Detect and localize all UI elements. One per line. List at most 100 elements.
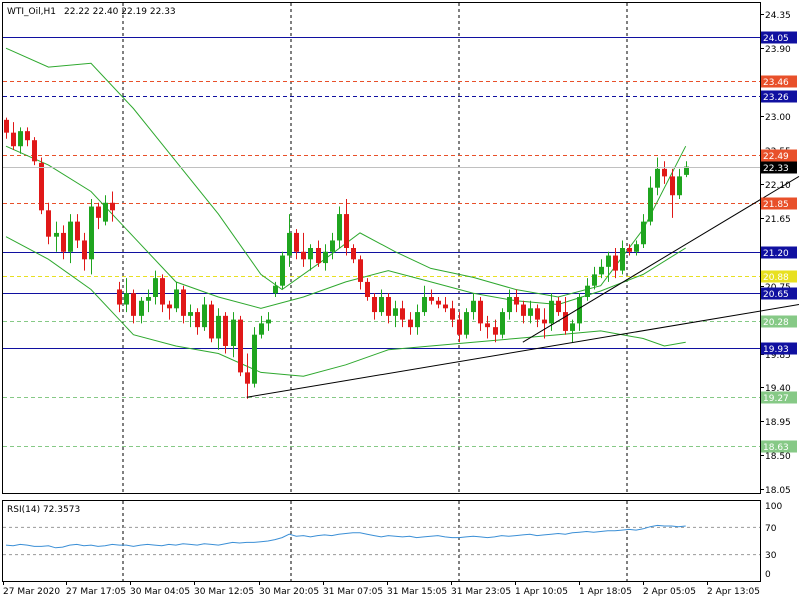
candle	[457, 312, 462, 343]
candle-body	[32, 140, 37, 162]
price-level-label: 24.05	[763, 34, 789, 44]
candle-body	[393, 308, 398, 316]
time-axis-label: 2 Apr 05:05	[643, 587, 696, 597]
candle-body	[570, 323, 575, 331]
candle	[648, 176, 653, 226]
candle-body	[146, 297, 151, 301]
price-axis-label: 19.85	[765, 351, 791, 361]
candle-body	[358, 259, 363, 282]
candle-body	[450, 308, 455, 320]
candle-body	[422, 297, 427, 313]
candle	[110, 191, 115, 222]
candle-body	[245, 372, 250, 384]
candle	[620, 240, 625, 275]
candle-body	[4, 119, 9, 133]
candle	[556, 297, 561, 316]
candle-body	[82, 240, 87, 260]
price-axis-label: 24.35	[765, 11, 791, 21]
candle-body	[273, 285, 278, 294]
candle-body	[429, 297, 434, 301]
candle	[160, 274, 165, 313]
price-level-label: 20.28	[763, 318, 789, 328]
price-axis-label: 21.65	[765, 215, 791, 225]
candle-body	[117, 289, 122, 305]
candle	[351, 244, 356, 264]
candle-body	[181, 289, 186, 316]
candle-body	[365, 281, 370, 297]
price-level-tag	[761, 315, 797, 328]
candle	[408, 312, 413, 335]
candle-body	[301, 251, 306, 260]
candle	[542, 308, 547, 339]
candle-body	[216, 315, 221, 339]
candle	[238, 315, 243, 377]
candle	[577, 293, 582, 331]
candle-body	[627, 248, 632, 252]
candle-body	[266, 319, 271, 324]
candle	[46, 202, 51, 245]
candle	[209, 300, 214, 343]
price-level-tag	[761, 75, 797, 88]
candle	[634, 240, 639, 256]
candle	[606, 251, 611, 282]
price-level-tag	[761, 90, 797, 103]
candle-body	[577, 297, 582, 324]
candle-body	[202, 304, 207, 328]
price-level-tag	[761, 270, 797, 283]
candle	[507, 289, 512, 320]
time-axis-label: 27 Mar 17:05	[66, 587, 126, 597]
candle	[231, 312, 236, 358]
candle-body	[89, 206, 94, 260]
candle-body	[68, 221, 73, 252]
candle	[188, 304, 193, 328]
price-axis-label: 23.00	[765, 113, 791, 123]
candle	[450, 300, 455, 328]
candle	[32, 137, 37, 166]
price-level-label: 21.85	[763, 200, 789, 210]
candle	[585, 278, 590, 301]
candle	[670, 168, 675, 218]
price-level-label: 20.88	[763, 273, 789, 283]
candle	[103, 195, 108, 226]
candle-body	[54, 232, 59, 237]
price-level-label: 18.63	[763, 443, 789, 453]
price-level-tag	[761, 31, 797, 44]
candle	[252, 327, 257, 388]
candle	[174, 281, 179, 313]
candle-body	[337, 214, 342, 241]
price-level-label: 19.93	[763, 345, 789, 355]
bollinger-bands	[5, 47, 687, 377]
candle	[344, 199, 349, 256]
candle	[82, 232, 87, 271]
price-level-tag	[761, 391, 797, 404]
candle-body	[585, 285, 590, 297]
bollinger-middle-line	[5, 145, 686, 309]
rsi-line	[5, 524, 686, 549]
candle	[124, 278, 129, 313]
price-axis-label: 19.40	[765, 384, 791, 394]
candle	[655, 157, 660, 196]
rsi-indicator: RSI(14) 72.3573 100 70 30 0	[3, 502, 782, 580]
time-axis-label: 1 Apr 18:05	[579, 587, 632, 597]
rsi-axis-label: 0	[765, 570, 771, 580]
candles	[4, 117, 689, 399]
candle	[570, 319, 575, 343]
candle	[68, 214, 73, 264]
rsi-axis-label: 70	[765, 524, 777, 534]
price-level-tag	[761, 197, 797, 210]
candle	[308, 244, 313, 271]
candle-body	[11, 132, 16, 147]
vertical-grid	[122, 3, 628, 581]
candle	[117, 281, 122, 313]
candle-body	[323, 251, 328, 264]
candle	[96, 202, 101, 230]
candle-body	[209, 304, 214, 339]
candle	[677, 168, 682, 199]
candle-body	[124, 293, 129, 305]
price-level-label: 20.65	[763, 290, 789, 300]
price-level-tag	[761, 440, 797, 453]
candle-body	[528, 308, 533, 316]
chart-symbol: WTI_Oil,H1	[7, 7, 56, 17]
candle-body	[599, 266, 604, 275]
current-price-tag	[761, 161, 797, 174]
